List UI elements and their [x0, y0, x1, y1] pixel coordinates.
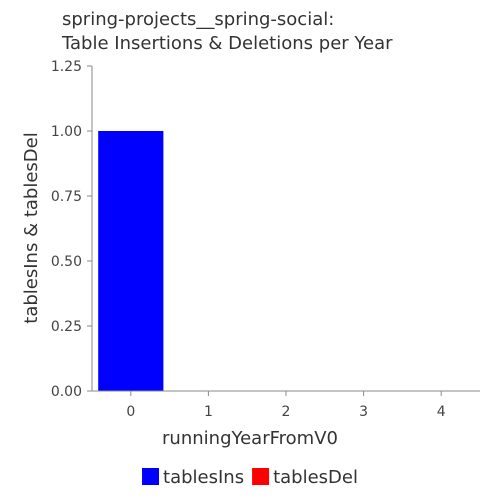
legend-swatch-tablesDel [252, 468, 270, 485]
x-tick-label: 1 [204, 404, 213, 420]
legend: tablesIns tablesDel [142, 467, 358, 488]
legend-swatch-tablesIns [142, 468, 160, 485]
legend-item-tablesDel: tablesDel [252, 467, 358, 488]
chart-title-line-1: spring-projects__spring-social: [62, 9, 334, 30]
y-tick-label: 1.00 [51, 124, 82, 140]
legend-label-tablesIns: tablesIns [163, 467, 244, 488]
legend-label-tablesDel: tablesDel [273, 467, 358, 488]
chart-title-line-2: Table Insertions & Deletions per Year [61, 33, 393, 54]
x-axis-label: runningYearFromV0 [162, 428, 338, 449]
y-axis-label: tablesIns & tablesDel [21, 132, 42, 323]
x-tick-label: 2 [282, 404, 291, 420]
y-tick-label: 0.00 [51, 384, 82, 400]
x-tick-label: 3 [359, 404, 368, 420]
x-axis: 0 1 2 3 4 [92, 390, 480, 420]
x-tick-label: 0 [126, 404, 135, 420]
y-tick-label: 0.25 [51, 319, 82, 335]
x-tick-label: 4 [437, 404, 446, 420]
bars [98, 131, 164, 391]
y-axis: 0.00 0.25 0.50 0.75 1.00 1.25 [51, 59, 93, 400]
chart-title: spring-projects__spring-social: Table In… [61, 9, 393, 54]
legend-item-tablesIns: tablesIns [142, 467, 244, 488]
bar-tablesIns-0 [98, 131, 164, 391]
y-tick-label: 0.50 [51, 254, 82, 270]
y-tick-label: 0.75 [51, 189, 82, 205]
y-tick-label: 1.25 [51, 59, 82, 75]
